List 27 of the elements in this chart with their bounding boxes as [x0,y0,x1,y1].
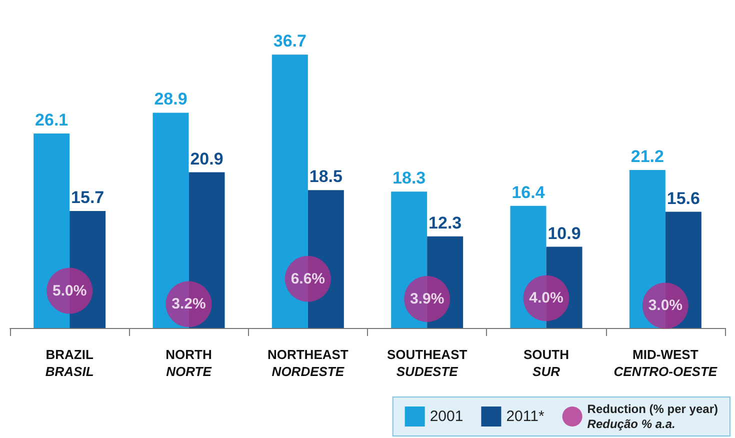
data-label: 12.3 [428,213,462,232]
x-tick-label: NORTHEAST NORDESTE [267,347,348,379]
data-label: 15.6 [666,188,700,208]
legend-label: 2001 [430,408,464,425]
data-label: 16.4 [512,182,546,202]
data-label: 3.0% [648,297,683,314]
data-label: 18.3 [392,168,426,188]
x-tick-label: BRAZIL BRASIL [45,347,94,379]
data-label: 15.7 [71,188,104,208]
data-label: 28.9 [154,90,188,109]
data-label: 3.9% [410,290,444,308]
x-tick-label: SOUTH SUR [524,347,569,379]
legend-label: 2011* [506,408,544,425]
data-label: 6.6% [290,270,326,288]
data-label: 18.5 [309,167,342,186]
data-label: 3.2% [172,296,206,313]
data-label: 21.2 [630,147,664,166]
data-label: 26.1 [35,110,68,130]
data-label: 36.7 [273,32,306,51]
x-tick-label: SOUTHEAST SUDESTE [386,347,468,379]
data-label: 20.9 [190,149,224,168]
x-tick-label: MID-WEST CENTRO-OESTE [614,347,718,379]
data-label: 4.0% [529,290,564,307]
x-tick-label: NORTH NORTE [166,347,212,379]
legend-label: Reduction (% per year) Redução % a.a. [587,402,718,431]
data-label: 10.9 [548,224,581,243]
data-label: 5.0% [52,282,87,300]
